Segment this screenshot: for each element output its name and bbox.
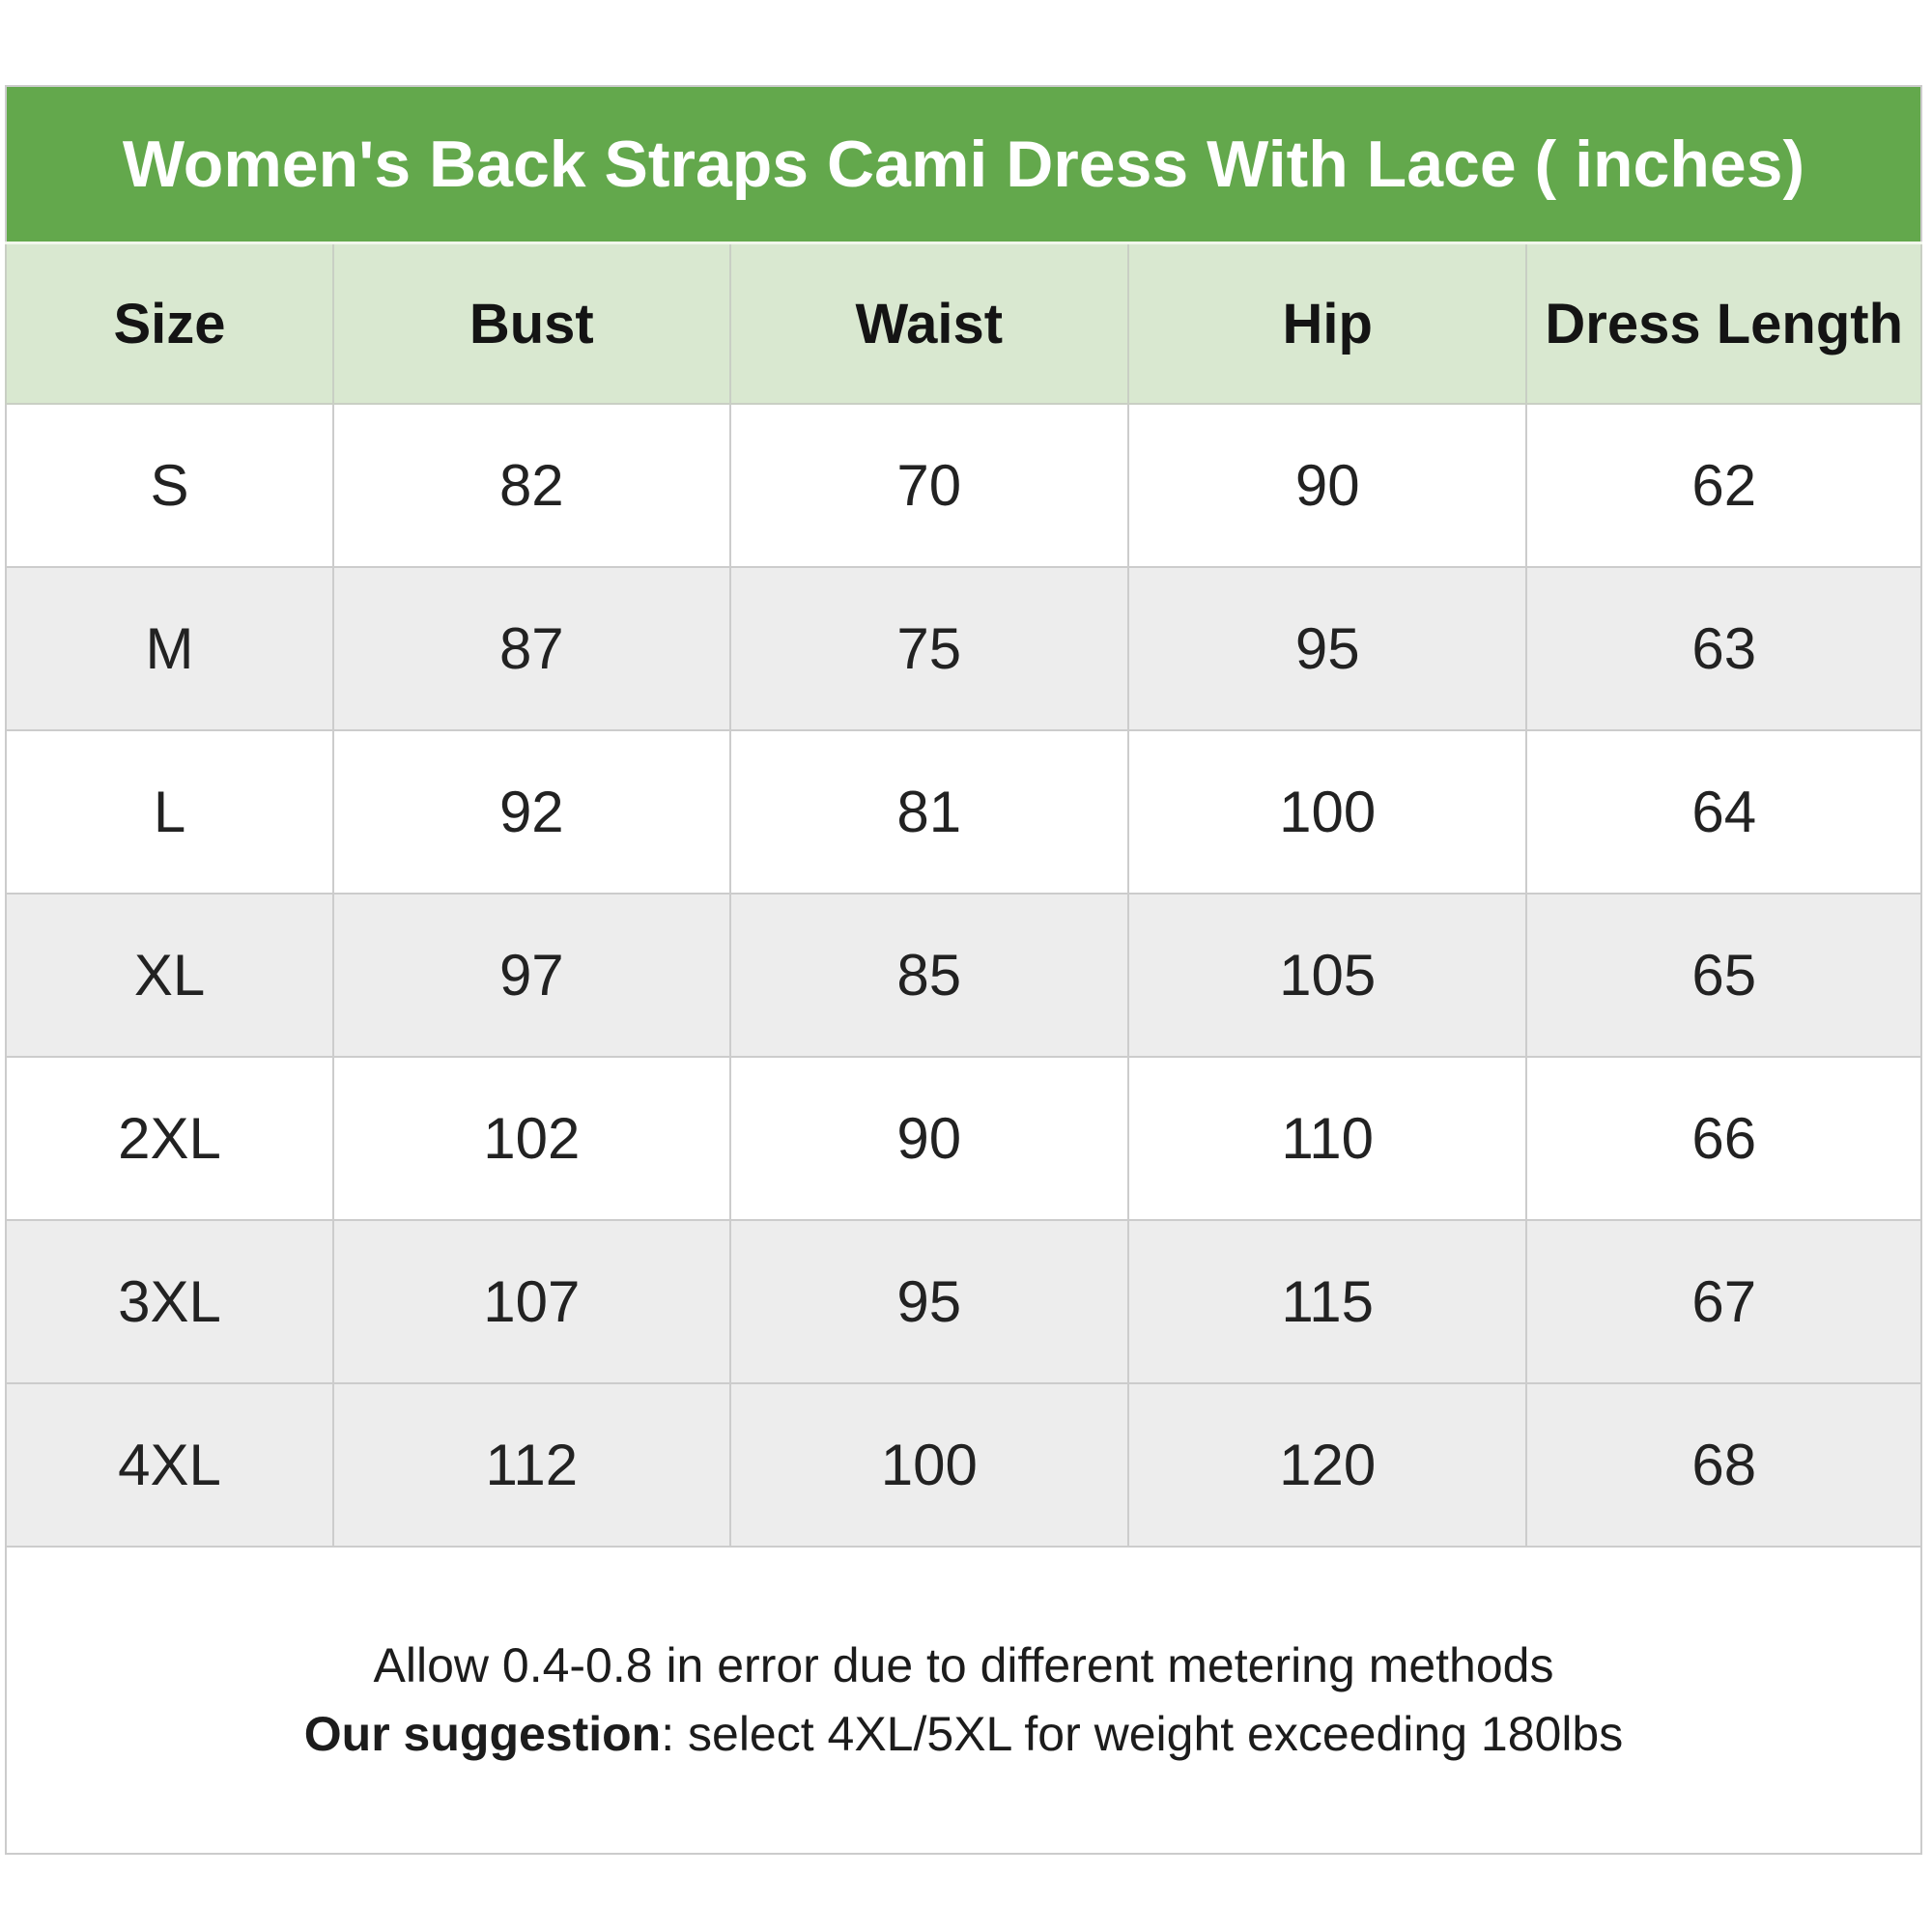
size-chart: Women's Back Straps Cami Dress With Lace… xyxy=(4,85,1922,1855)
size-cell: S xyxy=(4,403,335,568)
bust-cell: 112 xyxy=(332,1382,731,1548)
title-banner-row: Women's Back Straps Cami Dress With Lace… xyxy=(5,85,1922,244)
hip-cell: 95 xyxy=(1126,566,1528,731)
bust-cell: 82 xyxy=(332,403,731,568)
table-row-s: S 82 70 90 62 xyxy=(4,403,1922,568)
size-cell: 3XL xyxy=(4,1219,335,1384)
suggestion-label: Our suggestion xyxy=(303,1707,662,1761)
hip-cell: 90 xyxy=(1126,403,1528,568)
bust-cell: 87 xyxy=(332,566,731,731)
dress-length-cell: 68 xyxy=(1525,1382,1922,1548)
table-row-3xl: 3XL 107 95 115 67 xyxy=(4,1219,1922,1384)
waist-cell: 70 xyxy=(728,403,1130,568)
footer-note: Allow 0.4-0.8 in error due to different … xyxy=(5,1546,1922,1855)
column-header-bust: Bust xyxy=(332,242,731,405)
dress-length-cell: 64 xyxy=(1525,729,1922,895)
table-row-4xl: 4XL 112 100 120 68 xyxy=(4,1382,1922,1548)
size-chart-table: Women's Back Straps Cami Dress With Lace… xyxy=(4,85,1922,1855)
column-header-hip: Hip xyxy=(1126,242,1528,405)
waist-cell: 100 xyxy=(728,1382,1130,1548)
waist-cell: 85 xyxy=(728,893,1130,1058)
size-cell: XL xyxy=(4,893,335,1058)
waist-cell: 90 xyxy=(728,1056,1130,1221)
dress-length-cell: 66 xyxy=(1525,1056,1922,1221)
size-cell: 2XL xyxy=(4,1056,335,1221)
column-header-dress-length: Dress Length xyxy=(1525,242,1922,405)
suggestion-text: : select 4XL/5XL for weight exceeding 18… xyxy=(661,1707,1624,1761)
dress-length-cell: 63 xyxy=(1525,566,1922,731)
waist-cell: 75 xyxy=(728,566,1130,731)
hip-cell: 110 xyxy=(1126,1056,1528,1221)
bust-cell: 102 xyxy=(332,1056,731,1221)
size-cell: M xyxy=(4,566,335,731)
column-header-waist: Waist xyxy=(728,242,1130,405)
error-tolerance-note: Allow 0.4-0.8 in error due to different … xyxy=(373,1638,1554,1692)
hip-cell: 105 xyxy=(1126,893,1528,1058)
footer-row: Allow 0.4-0.8 in error due to different … xyxy=(5,1546,1922,1855)
table-row-l: L 92 81 100 64 xyxy=(4,729,1922,895)
hip-cell: 100 xyxy=(1126,729,1528,895)
table-row-m: M 87 75 95 63 xyxy=(4,566,1922,731)
dress-length-cell: 65 xyxy=(1525,893,1922,1058)
dress-length-cell: 67 xyxy=(1525,1219,1922,1384)
size-cell: 4XL xyxy=(4,1382,335,1548)
waist-cell: 81 xyxy=(728,729,1130,895)
bust-cell: 92 xyxy=(332,729,731,895)
column-header-size: Size xyxy=(4,242,335,405)
dress-length-cell: 62 xyxy=(1525,403,1922,568)
bust-cell: 107 xyxy=(332,1219,731,1384)
table-title: Women's Back Straps Cami Dress With Lace… xyxy=(122,128,1805,201)
table-row-2xl: 2XL 102 90 110 66 xyxy=(4,1056,1922,1221)
title-banner: Women's Back Straps Cami Dress With Lace… xyxy=(5,85,1922,244)
table-row-xl: XL 97 85 105 65 xyxy=(4,893,1922,1058)
hip-cell: 120 xyxy=(1126,1382,1528,1548)
suggestion-note: Our suggestion: select 4XL/5XL for weigh… xyxy=(7,1700,1920,1769)
bust-cell: 97 xyxy=(332,893,731,1058)
waist-cell: 95 xyxy=(728,1219,1130,1384)
hip-cell: 115 xyxy=(1126,1219,1528,1384)
size-cell: L xyxy=(4,729,335,895)
column-header-row: Size Bust Waist Hip Dress Length xyxy=(4,242,1922,405)
